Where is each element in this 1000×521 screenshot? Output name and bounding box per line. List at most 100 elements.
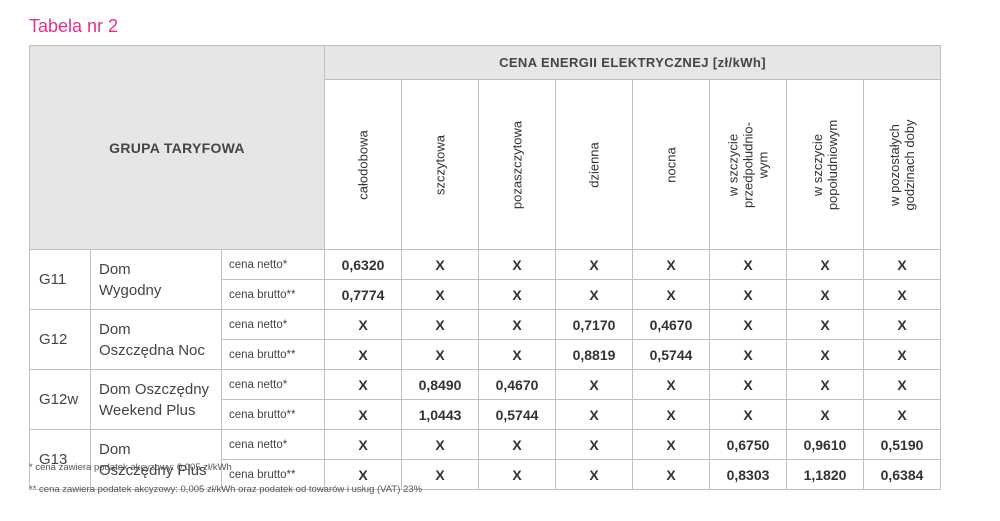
column-header-label: w pozostałych godzinach doby xyxy=(887,118,917,211)
table-row: cena brutto** X X X X X 0,8303 1,1820 0,6384 xyxy=(30,459,941,490)
not-applicable-cell: X xyxy=(786,399,864,430)
price-cell: 0,6320 xyxy=(324,249,402,280)
not-applicable-cell: X xyxy=(863,399,941,430)
column-header-label: w szczycie przedpołudnio- wym xyxy=(725,121,771,208)
tariff-table: GRUPA TARYFOWA CENA ENERGII ELEKTRYCZNEJ… xyxy=(29,45,941,490)
table-row: G11 Dom Wygodny cena netto* 0,6320 X X X X X X X xyxy=(29,249,941,310)
column-header-label: szczytowa xyxy=(432,134,448,195)
price-type-label: cena netto* xyxy=(221,309,325,340)
column-header: szczytowa xyxy=(401,79,479,250)
not-applicable-cell: X xyxy=(478,309,556,340)
not-applicable-cell: X xyxy=(786,309,864,340)
price-type-label: cena brutto** xyxy=(221,339,325,370)
column-header: w szczycie popołudniowym xyxy=(786,79,864,250)
column-header: w pozostałych godzinach doby xyxy=(863,79,941,250)
table-title: Tabela nr 2 xyxy=(29,16,119,36)
price-cell: 0,5190 xyxy=(863,429,941,460)
not-applicable-cell: X xyxy=(478,249,556,280)
tariff-code: G13 xyxy=(29,429,91,490)
column-header: w szczycie przedpołudnio- wym xyxy=(709,79,787,250)
footnote-brutto: ** cena zawiera podatek akcyzowy: 0,005 … xyxy=(29,484,423,495)
price-cell: 0,8303 xyxy=(709,459,787,490)
not-applicable-cell: X xyxy=(478,429,556,460)
price-header: CENA ENERGII ELEKTRYCZNEJ [zł/kWh] xyxy=(324,45,941,80)
price-cell: 0,6384 xyxy=(863,459,941,490)
table-row: G12 Dom Oszczędna Noc cena netto* X X X 0,7170… xyxy=(29,309,941,370)
group-header: GRUPA TARYFOWA xyxy=(29,45,325,250)
not-applicable-cell: X xyxy=(555,279,633,310)
table-row: G12w Dom Oszczędny Weekend Plus cena netto… xyxy=(29,369,941,430)
not-applicable-cell: X xyxy=(863,279,941,310)
table-row: G13 Dom Oszczędny Plus cena netto* X X X X X 0,6… xyxy=(29,429,941,490)
price-cell: 0,4670 xyxy=(632,309,710,340)
price-type-label: cena netto* xyxy=(221,369,325,400)
tariff-code: G11 xyxy=(29,249,91,310)
column-header-label: w szczycie popołudniowym xyxy=(810,119,840,210)
price-cell: 0,8490 xyxy=(401,369,479,400)
not-applicable-cell: X xyxy=(632,459,710,490)
tariff-code: G12 xyxy=(29,309,91,370)
not-applicable-cell: X xyxy=(401,459,479,490)
not-applicable-cell: X xyxy=(709,309,787,340)
not-applicable-cell: X xyxy=(632,399,710,430)
not-applicable-cell: X xyxy=(401,429,479,460)
column-header-label: nocna xyxy=(663,146,679,183)
not-applicable-cell: X xyxy=(709,399,787,430)
column-header-label: pozaszczytowa xyxy=(509,120,525,209)
not-applicable-cell: X xyxy=(478,339,556,370)
not-applicable-cell: X xyxy=(555,249,633,280)
price-cell: 0,5744 xyxy=(478,399,556,430)
not-applicable-cell: X xyxy=(401,339,479,370)
price-type-label: cena brutto** xyxy=(221,279,325,310)
not-applicable-cell: X xyxy=(324,309,402,340)
not-applicable-cell: X xyxy=(478,279,556,310)
not-applicable-cell: X xyxy=(863,369,941,400)
not-applicable-cell: X xyxy=(786,249,864,280)
column-header: nocna xyxy=(632,79,710,250)
not-applicable-cell: X xyxy=(401,279,479,310)
column-header: pozaszczytowa xyxy=(478,79,556,250)
not-applicable-cell: X xyxy=(324,399,402,430)
not-applicable-cell: X xyxy=(555,429,633,460)
price-type-label: cena netto* xyxy=(221,249,325,280)
price-type-label: cena brutto** xyxy=(221,399,325,430)
tariff-name: Dom Oszczędny Weekend Plus xyxy=(90,369,222,430)
price-cell: 0,7774 xyxy=(324,279,402,310)
not-applicable-cell: X xyxy=(555,459,633,490)
not-applicable-cell: X xyxy=(632,369,710,400)
column-header-label: całodobowa xyxy=(355,129,371,200)
not-applicable-cell: X xyxy=(863,309,941,340)
price-cell: 1,0443 xyxy=(401,399,479,430)
price-cell: 0,9610 xyxy=(786,429,864,460)
not-applicable-cell: X xyxy=(863,339,941,370)
not-applicable-cell: X xyxy=(709,339,787,370)
not-applicable-cell: X xyxy=(632,429,710,460)
column-header-row: całodobowa szczytowa pozaszczytowa dzienna n… xyxy=(30,79,941,250)
column-header-label: dzienna xyxy=(586,141,602,188)
tariff-name: Dom Wygodny xyxy=(90,249,222,310)
not-applicable-cell: X xyxy=(401,309,479,340)
price-type-label: cena netto* xyxy=(221,429,325,460)
tariff-name: Dom Oszczędny Plus xyxy=(90,429,222,490)
not-applicable-cell: X xyxy=(632,279,710,310)
not-applicable-cell: X xyxy=(863,249,941,280)
not-applicable-cell: X xyxy=(786,369,864,400)
price-cell: 0,6750 xyxy=(709,429,787,460)
not-applicable-cell: X xyxy=(324,459,402,490)
price-cell: 0,5744 xyxy=(632,339,710,370)
not-applicable-cell: X xyxy=(709,249,787,280)
not-applicable-cell: X xyxy=(324,339,402,370)
not-applicable-cell: X xyxy=(324,429,402,460)
footnote-netto: * cena zawiera podatek akcyzowy: 0,005 z… xyxy=(29,462,232,473)
not-applicable-cell: X xyxy=(324,369,402,400)
not-applicable-cell: X xyxy=(709,369,787,400)
tariff-name: Dom Oszczędna Noc xyxy=(90,309,222,370)
not-applicable-cell: X xyxy=(786,279,864,310)
not-applicable-cell: X xyxy=(478,459,556,490)
not-applicable-cell: X xyxy=(555,369,633,400)
price-cell: 0,7170 xyxy=(555,309,633,340)
price-cell: 0,8819 xyxy=(555,339,633,370)
price-cell: 1,1820 xyxy=(786,459,864,490)
not-applicable-cell: X xyxy=(632,249,710,280)
not-applicable-cell: X xyxy=(555,399,633,430)
